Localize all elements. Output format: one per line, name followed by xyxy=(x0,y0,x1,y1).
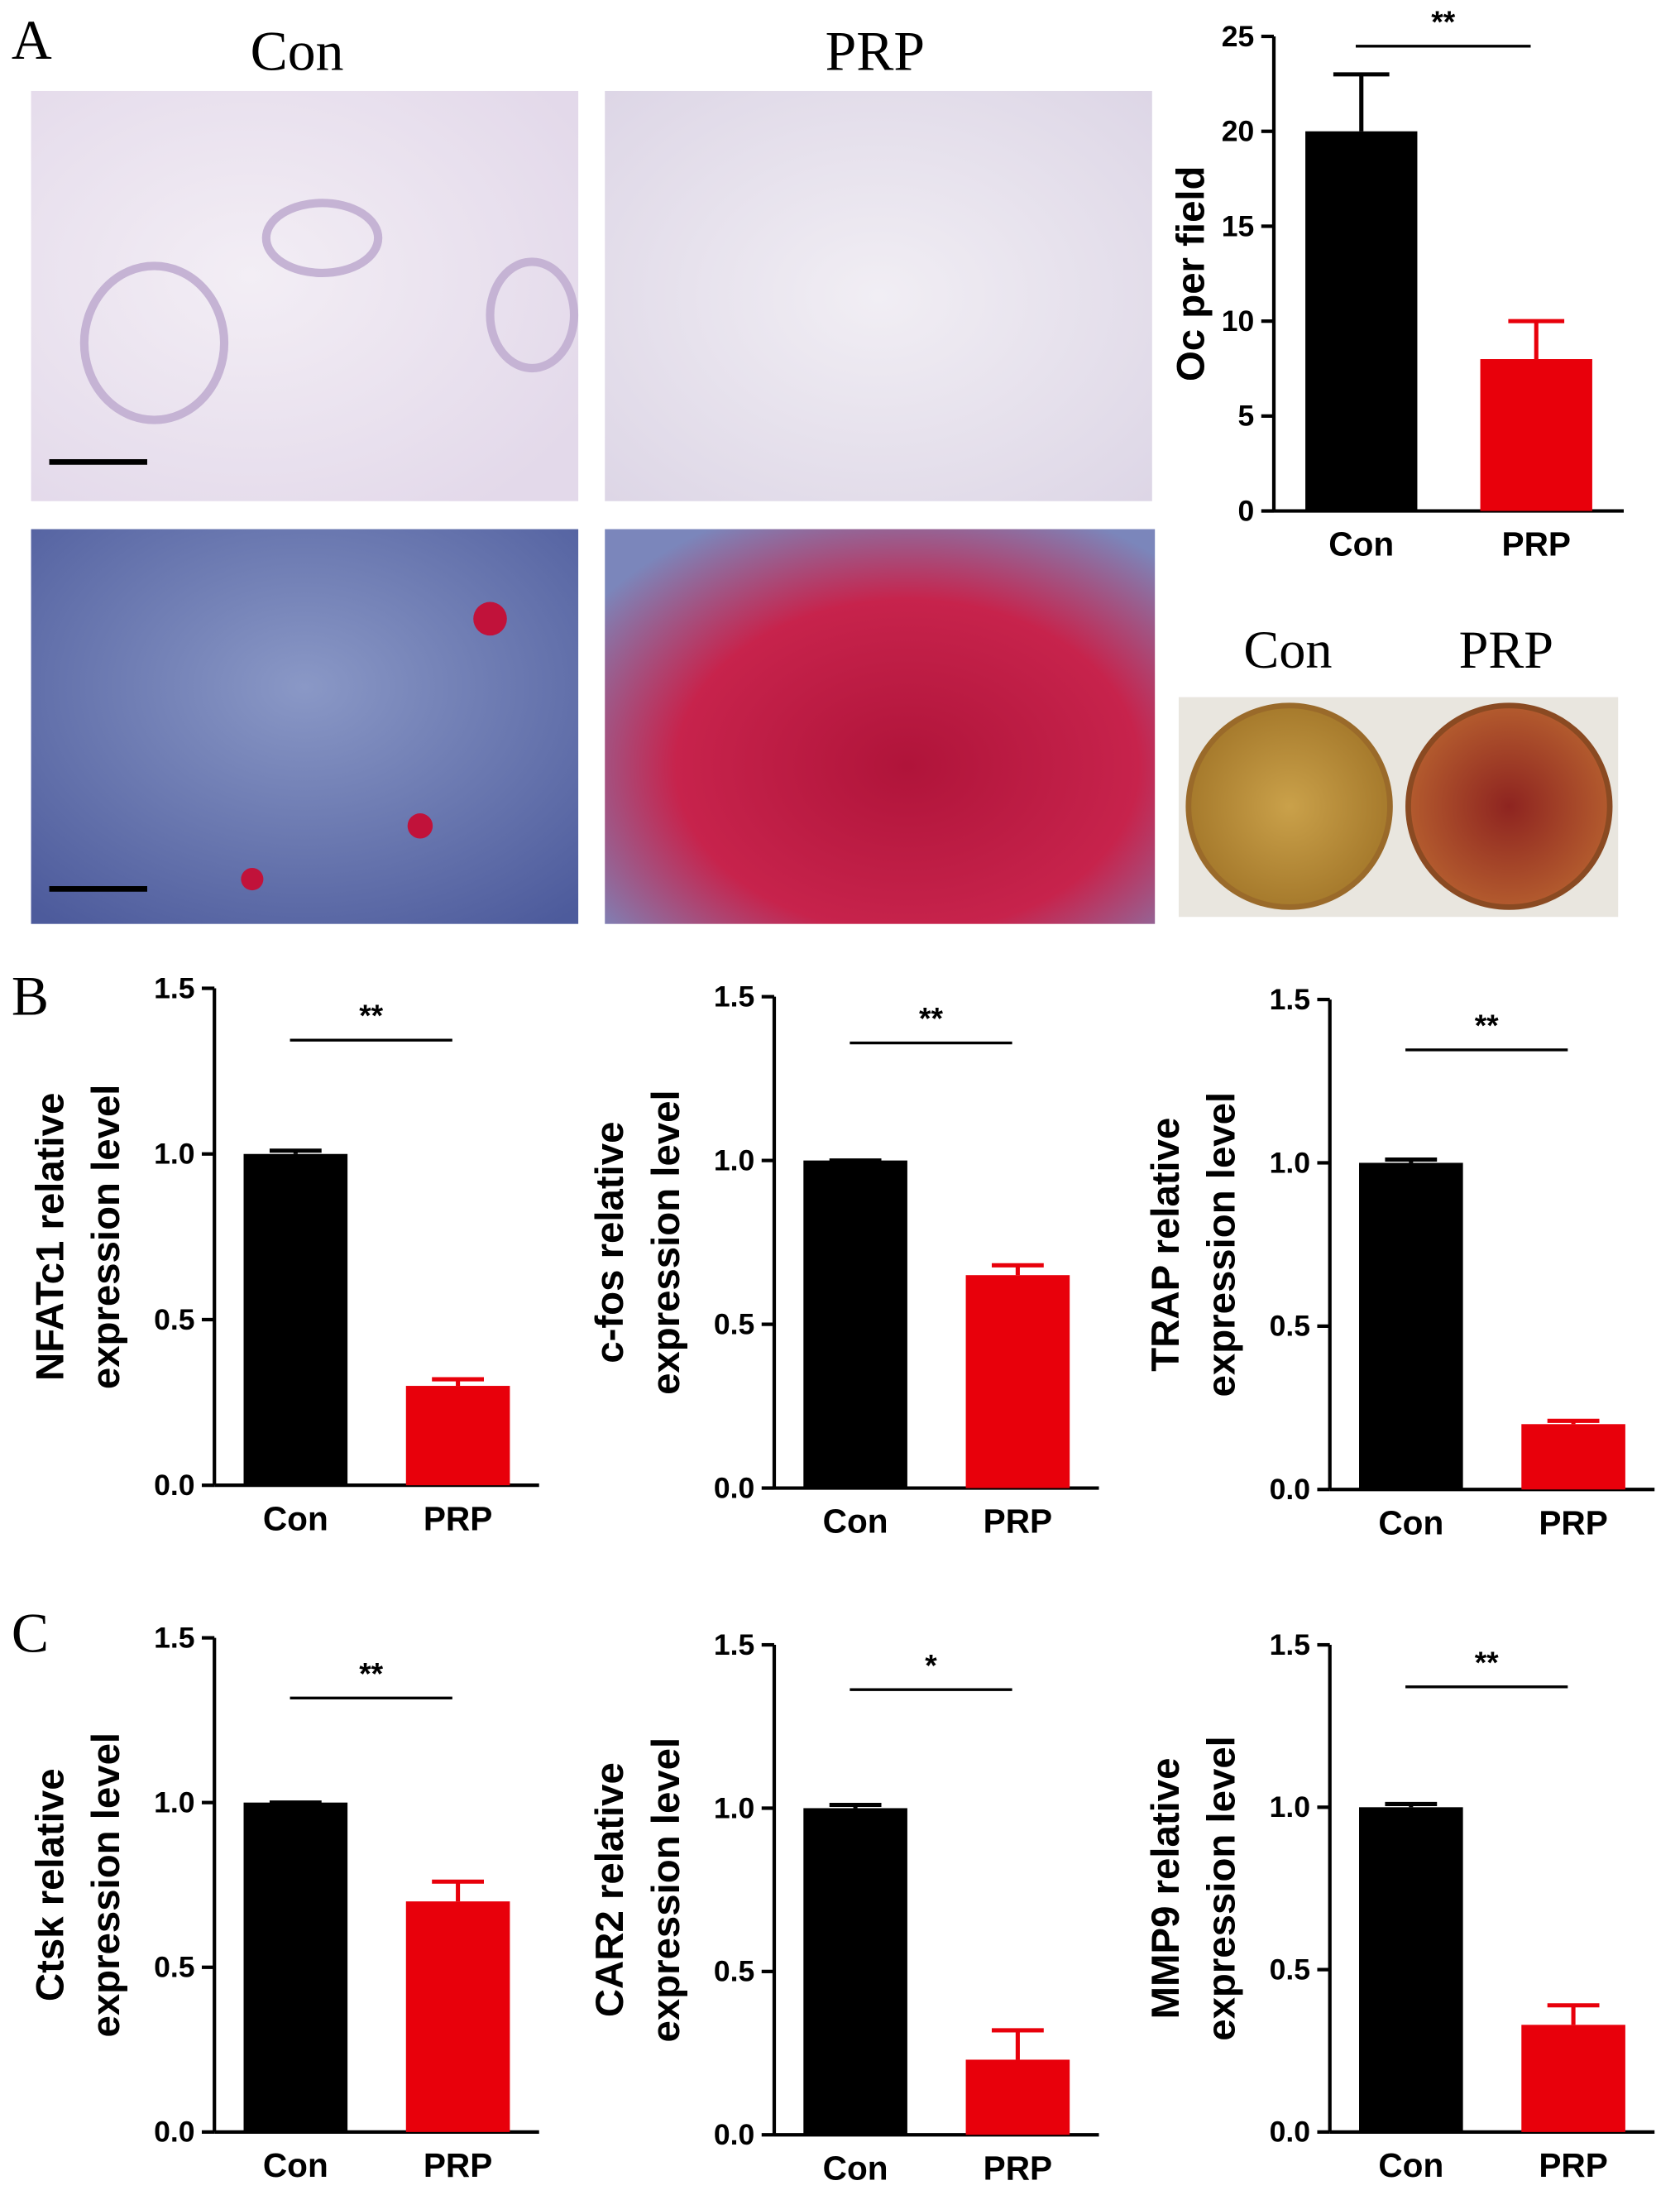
x-tick-label: Con xyxy=(823,2149,888,2187)
significance-label: ** xyxy=(919,1001,943,1036)
bar xyxy=(1480,359,1592,511)
y-tick-label: 1.5 xyxy=(714,980,754,1014)
x-tick-label: PRP xyxy=(1539,1503,1607,1541)
y-tick-label: 5 xyxy=(1238,400,1255,433)
y-axis-label: expression level xyxy=(1200,1092,1244,1397)
y-axis-label: Ctsk relative xyxy=(28,1768,72,2001)
y-tick-label: 0.5 xyxy=(154,1303,194,1336)
bar xyxy=(1521,2025,1625,2132)
y-axis-label: expression level xyxy=(644,1737,688,2043)
y-axis-label: expression level xyxy=(84,1733,128,2038)
well xyxy=(1185,702,1393,910)
significance-label: ** xyxy=(359,1656,383,1690)
y-axis-label: CAR2 relative xyxy=(588,1762,632,2017)
x-tick-label: Con xyxy=(823,1502,888,1541)
x-tick-label: PRP xyxy=(1539,2146,1607,2184)
x-tick-label: PRP xyxy=(984,1502,1052,1541)
significance-label: ** xyxy=(1475,1008,1499,1042)
y-axis-label: TRAP relative xyxy=(1144,1118,1188,1372)
y-tick-label: 0.0 xyxy=(1270,1473,1310,1506)
y-axis-label: expression level xyxy=(644,1090,688,1395)
y-tick-label: 0.0 xyxy=(1270,2116,1310,2149)
y-axis-label: MMP9 relative xyxy=(1144,1758,1188,2020)
bar xyxy=(243,1802,348,2132)
y-tick-label: 20 xyxy=(1222,115,1255,148)
bar xyxy=(803,1808,907,2135)
bar xyxy=(965,1275,1070,1488)
y-tick-label: 1.5 xyxy=(1270,1628,1310,1661)
image-label: PRP xyxy=(1459,621,1553,679)
bar xyxy=(405,1901,510,2132)
y-tick-label: 1.5 xyxy=(714,1628,754,1661)
bar xyxy=(243,1153,348,1486)
bar xyxy=(1359,1807,1463,2132)
cell xyxy=(79,261,229,424)
y-tick-label: 0.5 xyxy=(714,1955,754,1988)
y-tick-label: 0.5 xyxy=(154,1951,194,1984)
x-tick-label: Con xyxy=(1378,1503,1443,1541)
x-tick-label: Con xyxy=(1378,2146,1443,2184)
y-tick-label: 0.0 xyxy=(714,2118,754,2151)
image-label: Con xyxy=(251,21,344,83)
significance-label: ** xyxy=(1431,4,1455,39)
significance-label: ** xyxy=(359,998,383,1033)
significance-label: ** xyxy=(1475,1645,1499,1680)
y-tick-label: 0.5 xyxy=(1270,1310,1310,1343)
y-tick-label: 1.0 xyxy=(714,1791,754,1824)
micrograph xyxy=(31,529,579,924)
y-tick-label: 1.5 xyxy=(154,971,194,1004)
y-axis-label: expression level xyxy=(1200,1736,1244,2041)
y-tick-label: 1.5 xyxy=(1270,983,1310,1016)
bar xyxy=(803,1160,907,1488)
x-tick-label: PRP xyxy=(1502,525,1571,563)
y-tick-label: 1.5 xyxy=(154,1621,194,1654)
micrograph xyxy=(605,90,1152,501)
y-tick-label: 0.5 xyxy=(1270,1953,1310,1986)
bar xyxy=(1359,1162,1463,1490)
y-tick-label: 1.0 xyxy=(1270,1790,1310,1824)
micrograph xyxy=(31,90,579,501)
cell xyxy=(407,813,433,839)
y-axis-label: c-fos relative xyxy=(588,1122,632,1363)
y-axis-label: NFATc1 relative xyxy=(28,1093,72,1381)
y-axis-label: Oc per field xyxy=(1169,166,1213,382)
y-tick-label: 15 xyxy=(1222,209,1255,242)
bar xyxy=(405,1386,510,1486)
image-label: PRP xyxy=(826,21,925,83)
y-tick-label: 1.0 xyxy=(714,1143,754,1177)
y-axis-label: expression level xyxy=(84,1085,128,1390)
panel-label: C xyxy=(12,1603,49,1665)
x-tick-label: Con xyxy=(263,2146,328,2184)
panel-label: A xyxy=(12,9,52,71)
x-tick-label: PRP xyxy=(984,2149,1052,2187)
y-tick-label: 1.0 xyxy=(154,1138,194,1171)
y-tick-label: 1.0 xyxy=(1270,1146,1310,1179)
y-tick-label: 10 xyxy=(1222,304,1255,338)
significance-label: * xyxy=(925,1647,937,1682)
image-label: Con xyxy=(1243,621,1332,679)
cell xyxy=(261,199,383,278)
cell xyxy=(486,257,579,373)
x-tick-label: PRP xyxy=(424,2146,492,2184)
bar xyxy=(965,2059,1070,2135)
cell xyxy=(241,868,264,891)
y-tick-label: 0 xyxy=(1238,494,1255,527)
y-tick-label: 0.5 xyxy=(714,1307,754,1340)
x-tick-label: Con xyxy=(1328,525,1394,563)
micrographs xyxy=(31,90,1619,924)
x-tick-label: PRP xyxy=(424,1499,492,1537)
y-tick-label: 1.0 xyxy=(154,1786,194,1819)
x-tick-label: Con xyxy=(263,1499,328,1537)
micrograph xyxy=(605,529,1156,924)
well xyxy=(1405,702,1613,910)
y-tick-label: 0.0 xyxy=(154,2116,194,2149)
y-tick-label: 0.0 xyxy=(154,1469,194,1502)
y-tick-label: 25 xyxy=(1222,20,1255,53)
bar xyxy=(1305,131,1418,511)
panel-label: B xyxy=(12,966,49,1028)
cell xyxy=(473,601,507,636)
y-tick-label: 0.0 xyxy=(714,1471,754,1504)
bar xyxy=(1521,1424,1625,1490)
